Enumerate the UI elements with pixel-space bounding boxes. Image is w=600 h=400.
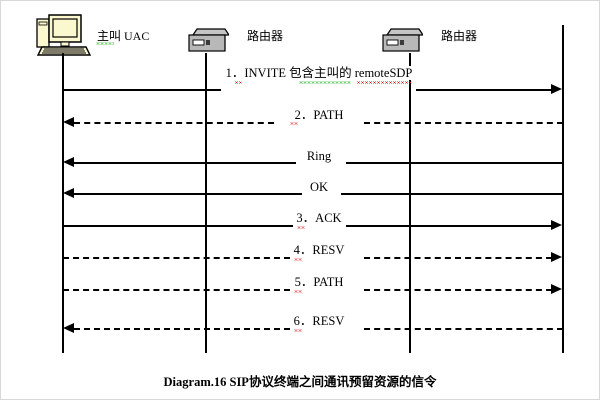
arrowhead-left-icon bbox=[63, 188, 74, 198]
message-ring-label: Ring bbox=[302, 149, 336, 163]
arrowhead-right-icon bbox=[551, 220, 562, 230]
message-line bbox=[63, 225, 293, 227]
message-line bbox=[74, 193, 302, 195]
actor-router-1-label: 路由器 bbox=[247, 29, 284, 43]
message-ok-label: OK bbox=[305, 180, 333, 194]
spellcheck-underline bbox=[290, 122, 298, 125]
arrowhead-left-icon bbox=[63, 117, 74, 127]
message-path-1-label: 2．PATH bbox=[290, 108, 348, 122]
message-line bbox=[416, 89, 552, 91]
message-invite-label: 1．INVITE 包含主叫的 remoteSDP bbox=[221, 66, 417, 80]
message-line bbox=[364, 289, 552, 291]
spellcheck-underline bbox=[299, 81, 351, 84]
actor-uac-label: 主叫 UAC bbox=[97, 29, 150, 43]
message-line bbox=[74, 122, 274, 124]
message-line bbox=[74, 328, 290, 330]
message-line bbox=[346, 162, 563, 164]
lifeline-uac bbox=[62, 53, 64, 353]
spellcheck-underline bbox=[294, 329, 302, 332]
lifeline-router-1 bbox=[205, 53, 207, 353]
message-line bbox=[63, 257, 290, 259]
message-line bbox=[74, 162, 296, 164]
pc-icon bbox=[36, 14, 92, 56]
arrowhead-right-icon bbox=[551, 252, 562, 262]
message-line bbox=[364, 328, 563, 330]
spellcheck-underline bbox=[234, 81, 242, 84]
message-line bbox=[341, 193, 563, 195]
diagram-caption: Diagram.16 SIP协议终端之间通讯预留资源的信令 bbox=[163, 375, 437, 389]
spellcheck-underline bbox=[294, 258, 302, 261]
lifeline-uas bbox=[562, 25, 564, 353]
spellcheck-underline bbox=[294, 290, 302, 293]
message-line bbox=[346, 225, 552, 227]
message-line bbox=[63, 289, 290, 291]
message-path-2-label: 5．PATH bbox=[290, 275, 348, 289]
message-ack-label: 3．ACK bbox=[292, 211, 346, 225]
arrowhead-left-icon bbox=[63, 323, 74, 333]
message-line bbox=[364, 257, 552, 259]
spellcheck-underline-uac bbox=[96, 42, 114, 45]
arrowhead-left-icon bbox=[63, 157, 74, 167]
message-line bbox=[364, 122, 563, 124]
message-line bbox=[63, 89, 221, 91]
spellcheck-underline bbox=[356, 81, 412, 84]
actor-router-2 bbox=[381, 27, 423, 55]
message-resv-1-label: 4．RESV bbox=[289, 243, 349, 257]
arrowhead-right-icon bbox=[551, 284, 562, 294]
actor-router-2-label: 路由器 bbox=[441, 29, 478, 43]
arrowhead-right-icon bbox=[551, 84, 562, 94]
message-resv-2-label: 6．RESV bbox=[289, 314, 349, 328]
actor-uac bbox=[32, 11, 94, 59]
actor-router-1 bbox=[187, 27, 229, 55]
router-icon bbox=[382, 28, 423, 52]
router-icon bbox=[188, 28, 229, 52]
spellcheck-underline bbox=[297, 226, 305, 229]
lifeline-router-2 bbox=[409, 53, 411, 353]
